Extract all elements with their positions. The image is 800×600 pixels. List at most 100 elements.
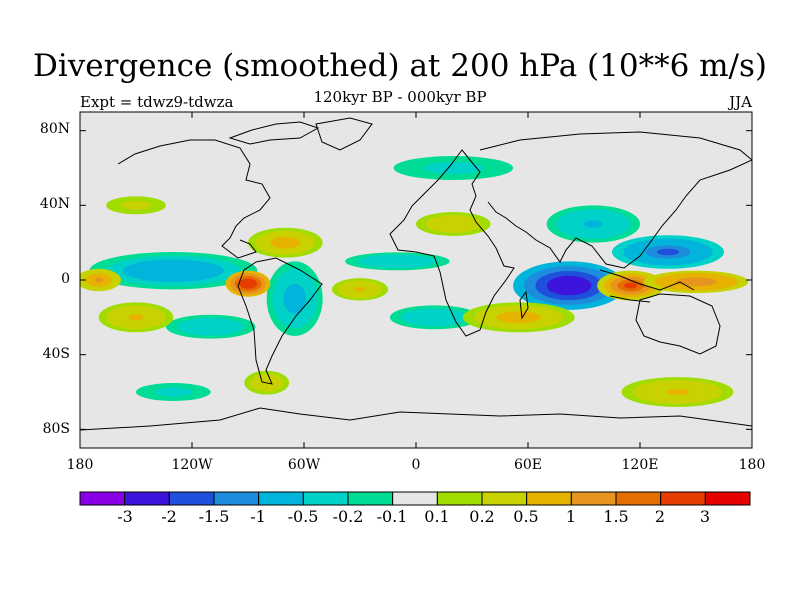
lat-label-80n: 80N: [39, 121, 70, 137]
colorbar-swatch: [168, 491, 215, 506]
lat-label-80s: 80S: [42, 421, 70, 437]
colorbar-swatch: [436, 491, 483, 506]
europe-africa-coast: [389, 149, 515, 337]
colorbar-label: 0.5: [513, 507, 539, 526]
colorbar-swatch: [570, 491, 617, 506]
lon-label-180w: 180: [66, 457, 94, 473]
contour-level: [423, 314, 446, 321]
contour-level: [666, 389, 689, 395]
divergence-anomaly: [332, 278, 388, 301]
longitude-ticks: [79, 112, 753, 448]
indonesia-coast: [599, 269, 695, 303]
madagascar-coast: [519, 290, 529, 320]
colorbar-swatch: [258, 491, 304, 506]
colorbar: [79, 491, 751, 506]
contour-level: [444, 221, 463, 227]
colorbar-label: -2: [161, 507, 177, 526]
colorbar-swatch: [302, 491, 349, 506]
coastlines: [80, 117, 752, 431]
colorbar-swatch: [347, 491, 394, 506]
asia-coast: [479, 131, 752, 269]
season-label: JJA: [729, 93, 752, 111]
lat-label-0: 0: [61, 271, 70, 287]
contour-level: [557, 280, 581, 291]
contour-level: [507, 314, 530, 321]
divergence-anomaly: [416, 212, 491, 236]
colorbar-swatch: [481, 491, 528, 506]
antarctica-coast: [80, 407, 752, 431]
colorbar-label: -0.1: [376, 507, 408, 526]
contour-level: [277, 239, 293, 246]
contour-level: [685, 279, 707, 285]
colorbar-label: 0.1: [424, 507, 450, 526]
colorbar-swatch: [615, 491, 662, 506]
divergence-anomaly: [266, 261, 323, 336]
colorbar-label: -0.5: [287, 507, 319, 526]
experiment-label: Expt = tdwz9-tdwza: [80, 93, 234, 111]
colorbar-label: -1: [250, 507, 266, 526]
colorbar-swatch: [392, 491, 438, 506]
lon-label-60w: 60W: [287, 457, 321, 473]
divergence-anomaly: [643, 270, 749, 294]
colorbar-swatch: [213, 491, 260, 506]
latitude-ticks: [80, 130, 752, 430]
divergence-anomaly: [106, 196, 166, 215]
lon-label-120w: 120W: [171, 457, 213, 473]
contour-level: [438, 165, 469, 171]
divergence-anomaly: [248, 227, 323, 258]
divergence-anomaly: [621, 377, 734, 407]
colorbar-label: 1.5: [603, 507, 629, 526]
colorbar-swatch: [79, 491, 126, 506]
divergence-anomaly: [393, 156, 514, 180]
lat-label-40s: 40S: [42, 346, 70, 362]
contour-level: [623, 282, 638, 289]
chart-title: Divergence (smoothed) at 200 hPa (10**6 …: [33, 48, 767, 84]
greenland-coast: [315, 117, 373, 151]
contour-level: [656, 248, 680, 256]
contour-level: [243, 281, 253, 287]
lon-label-120e: 120E: [621, 457, 659, 473]
north-america-coast: [117, 139, 271, 259]
contour-level: [384, 259, 411, 264]
contour-level: [128, 203, 144, 208]
colorbar-swatch: [704, 491, 751, 506]
colorbar-swatch: [124, 491, 170, 506]
australia-coast: [635, 293, 721, 355]
divergence-anomaly: [89, 251, 258, 290]
lon-label-0: 0: [411, 457, 421, 473]
divergence-anomaly: [80, 268, 122, 292]
divergence-anomaly: [165, 314, 256, 339]
colorbar-label: 1: [565, 507, 577, 526]
colorbar-label: 0.2: [469, 507, 495, 526]
contour-level: [156, 266, 191, 275]
divergence-anomaly: [98, 302, 174, 333]
chart-subtitle: 120kyr BP - 000kyr BP: [313, 88, 487, 106]
divergence-anomaly: [462, 302, 575, 333]
divergence-field: [80, 156, 749, 407]
divergence-anomaly: [513, 261, 626, 310]
contour-level: [128, 314, 144, 321]
colorbar-label: 3: [699, 507, 711, 526]
colorbar-label: -0.2: [332, 507, 364, 526]
colorbar-swatch: [526, 491, 572, 506]
lon-label-60e: 60E: [513, 457, 543, 473]
divergence-anomaly: [225, 270, 271, 297]
contour-level: [199, 323, 222, 330]
contour-level: [354, 287, 366, 292]
colorbar-label: -1.5: [198, 507, 230, 526]
contour-level: [289, 291, 301, 307]
contour-level: [164, 389, 183, 395]
lon-label-180e: 180: [738, 457, 766, 473]
contour-level: [94, 277, 104, 283]
colorbar-swatch: [660, 491, 706, 506]
contour-level: [584, 220, 603, 228]
divergence-anomaly: [612, 235, 724, 269]
colorbar-label: 2: [654, 507, 666, 526]
colorbar-label: -3: [117, 507, 133, 526]
divergence-anomaly: [345, 252, 450, 271]
divergence-anomaly: [546, 205, 640, 243]
arctic-islands-coast: [228, 121, 320, 145]
lat-label-40n: 40N: [39, 196, 70, 212]
south-america-coast: [237, 257, 323, 385]
